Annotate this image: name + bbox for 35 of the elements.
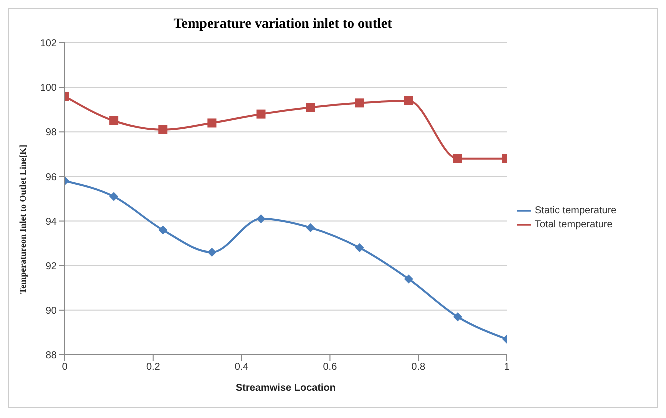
x-tick-label: 0.8 <box>412 362 426 374</box>
x-axis-title: Streamwise Location <box>236 383 336 394</box>
legend-label: Total temperature <box>535 220 613 231</box>
legend-label: Static temperature <box>535 206 617 217</box>
point <box>256 214 266 224</box>
y-tick-label: 92 <box>46 261 58 272</box>
point <box>110 192 119 202</box>
x-tick-label: 0.6 <box>323 362 338 374</box>
y-tick-label: 102 <box>40 38 58 50</box>
chart-title: Temperature variation inlet to outlet <box>172 16 394 33</box>
point <box>110 116 119 126</box>
point <box>404 274 414 284</box>
point <box>208 248 217 257</box>
point <box>355 244 364 253</box>
point <box>306 103 316 112</box>
y-axis-title: Temperatureon Inlet to Outlet Line[K] <box>18 145 28 294</box>
y-tick-label: 96 <box>46 172 58 184</box>
x-tick-label: 0.2 <box>146 362 161 374</box>
point <box>158 125 168 134</box>
point <box>256 110 266 119</box>
y-tick-label: 100 <box>40 83 58 94</box>
y-tick-label: 90 <box>46 306 58 317</box>
x-tick-label: 0.4 <box>234 362 250 374</box>
point <box>355 98 364 108</box>
point <box>208 118 217 128</box>
y-tick-label: 88 <box>46 350 58 362</box>
y-tick-label: 98 <box>46 128 58 139</box>
y-tick-label: 94 <box>46 216 58 228</box>
x-tick-label: 0 <box>62 362 68 374</box>
point <box>158 226 168 235</box>
point <box>404 96 414 106</box>
point <box>453 312 462 322</box>
point <box>453 154 462 164</box>
point <box>306 223 316 232</box>
x-tick-label: 1 <box>504 362 510 374</box>
